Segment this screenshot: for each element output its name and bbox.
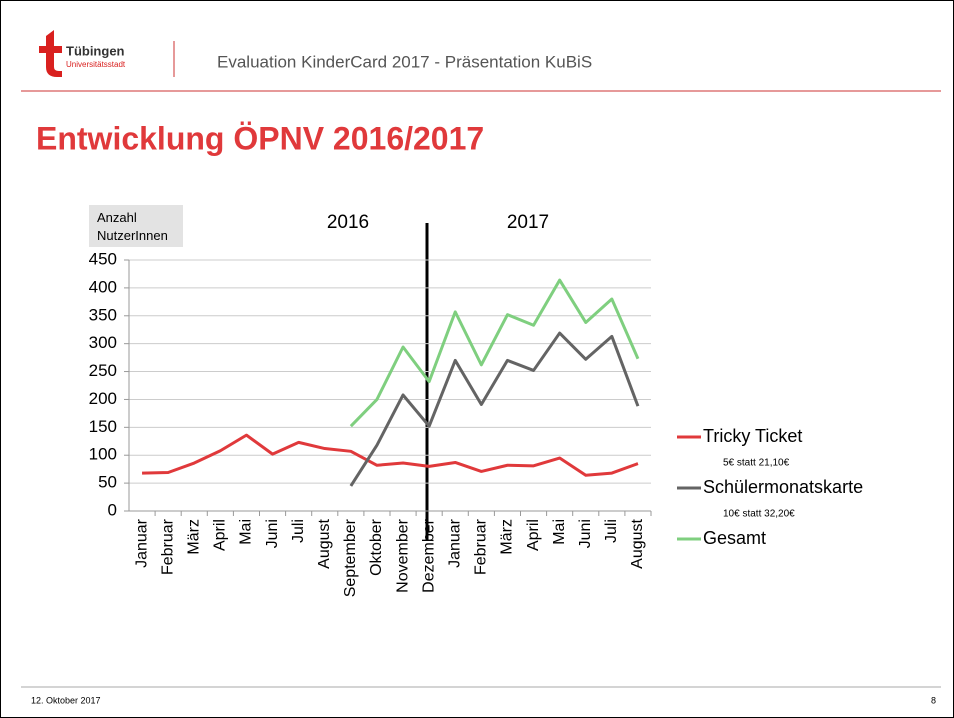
y-tick-label: 50 xyxy=(98,473,117,492)
x-tick-label: August xyxy=(316,518,333,568)
x-tick-label: November xyxy=(394,518,411,592)
y-tick-label: 150 xyxy=(89,417,117,436)
y-tick-label: 300 xyxy=(89,333,117,352)
slide-title: Entwicklung ÖPNV 2016/2017 xyxy=(36,120,484,156)
y-tick-label: 100 xyxy=(89,445,117,464)
y-tick-label: 0 xyxy=(108,500,117,519)
logo-sub: Universitätsstadt xyxy=(66,60,126,69)
x-tick-label: Februar xyxy=(473,518,490,575)
x-tick-label: März xyxy=(185,519,202,555)
x-tick-label: Februar xyxy=(159,518,176,575)
y-axis-label: Anzahl NutzerInnen xyxy=(89,205,183,247)
y-tick-label: 400 xyxy=(89,277,117,296)
x-tick-label: April xyxy=(525,519,542,551)
legend-label: Tricky Ticket xyxy=(703,426,802,446)
line-series xyxy=(349,278,640,428)
legend-label: Schülermonatskarte xyxy=(703,477,863,497)
y-tick-label: 350 xyxy=(89,305,117,324)
x-tick-label: Juni xyxy=(264,519,281,548)
y-tick-label: 250 xyxy=(89,361,117,380)
line-series xyxy=(142,433,639,477)
legend-note: 5€ statt 21,10€ xyxy=(723,458,790,469)
header-text: Evaluation KinderCard 2017 - Präsentatio… xyxy=(217,52,592,71)
x-tick-label: April xyxy=(212,519,229,551)
x-tick-label: Mai xyxy=(551,519,568,545)
x-tick-label: Juni xyxy=(577,519,594,548)
x-tick-label: Juli xyxy=(603,519,620,543)
footer-date: 12. Oktober 2017 xyxy=(31,695,101,705)
y-tick-label: 450 xyxy=(89,249,117,268)
x-tick-label: Dezember xyxy=(420,518,437,592)
x-tick-label: Oktober xyxy=(368,518,385,576)
legend-note: 10€ statt 32,20€ xyxy=(723,509,795,520)
y-tick-label: 200 xyxy=(89,389,117,408)
logo-icon xyxy=(39,30,62,77)
x-tick-label: August xyxy=(629,518,646,568)
x-tick-label: Januar xyxy=(133,518,150,568)
x-tick-label: Mai xyxy=(238,519,255,545)
x-tick-label: Juli xyxy=(290,519,307,543)
x-tick-label: März xyxy=(499,519,516,555)
x-tick-label: September xyxy=(342,518,359,597)
line-series xyxy=(349,331,640,487)
legend-label: Gesamt xyxy=(703,528,766,548)
period-label: 2017 xyxy=(507,212,549,233)
logo-name: Tübingen xyxy=(66,43,125,58)
period-label: 2016 xyxy=(327,212,369,233)
page-number: 8 xyxy=(931,695,936,705)
x-tick-label: Januar xyxy=(446,518,463,568)
